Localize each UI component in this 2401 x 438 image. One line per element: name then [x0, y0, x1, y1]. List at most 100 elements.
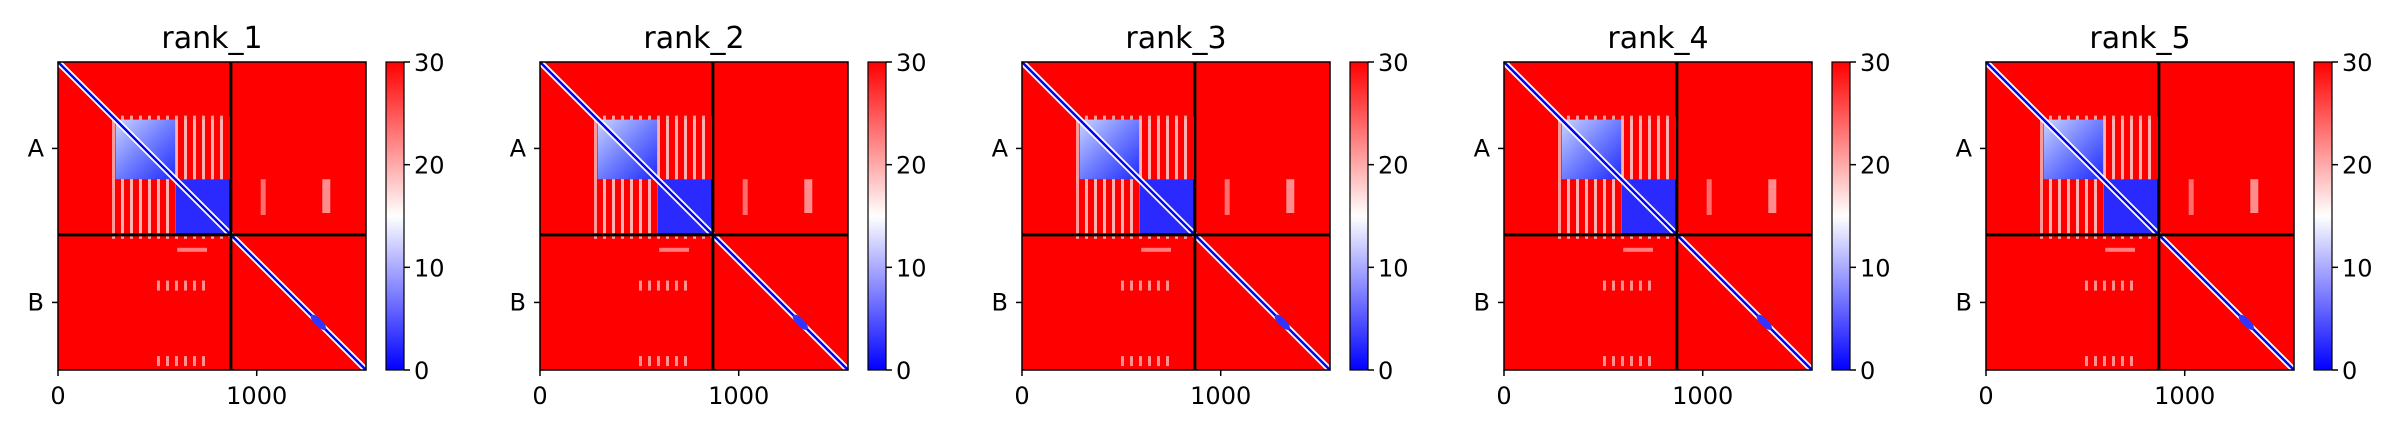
- x-tick-label: 1000: [1672, 382, 1733, 410]
- cross-chain-streak: [1115, 356, 1176, 367]
- colorbar-tick-label: 10: [896, 254, 927, 282]
- diagonal-blob: [1274, 314, 1290, 330]
- colorbar-tick-label: 0: [2342, 357, 2357, 385]
- colorbar-tick-label: 20: [896, 152, 927, 180]
- cross-chain-streak: [2079, 356, 2140, 367]
- colorbar-tick-label: 20: [414, 152, 445, 180]
- y-tick-label: A: [510, 134, 527, 162]
- cross-chain-streak: [2079, 280, 2140, 291]
- x-tick-label: 0: [532, 382, 547, 410]
- colorbar-tick-label: 0: [1860, 357, 1875, 385]
- domain-block-offdiag: [115, 179, 176, 235]
- cross-chain-streak: [659, 247, 690, 252]
- cross-chain-streak: [1597, 280, 1658, 291]
- x-tick-label: 1000: [2154, 382, 2215, 410]
- axes-frame: [539, 61, 849, 371]
- panel-1: rank_1 A B 0 1000 0 10 20 30: [28, 21, 445, 410]
- y-tick-label: B: [28, 288, 44, 316]
- cross-chain-streak: [1768, 179, 1777, 214]
- colorbar-tick-label: 10: [1860, 254, 1891, 282]
- domain-block-offdiag: [657, 119, 713, 180]
- cross-chain-streak: [151, 280, 212, 291]
- cross-chain-streak: [804, 179, 813, 214]
- colorbar: [385, 61, 405, 371]
- cross-chain-streak: [1224, 179, 1230, 216]
- x-tick-label: 1000: [708, 382, 769, 410]
- x-tick-label: 0: [50, 382, 65, 410]
- cross-chain-streak: [633, 280, 694, 291]
- colorbar-tick-label: 20: [1378, 152, 1409, 180]
- colorbar-tick-label: 30: [2342, 49, 2373, 77]
- x-tick-label: 1000: [226, 382, 287, 410]
- y-tick-label: A: [1956, 134, 1973, 162]
- panel-2: rank_2 A B 0 1000 0 10 20 30: [510, 21, 927, 410]
- y-tick-label: B: [510, 288, 526, 316]
- panel-3: rank_3 A B 0 1000 0 10 20 30: [992, 21, 1409, 410]
- x-tick-label: 1000: [1190, 382, 1251, 410]
- panel-title: rank_2: [643, 21, 744, 56]
- cross-chain-streak: [1286, 179, 1295, 214]
- cross-chain-streak: [1141, 247, 1172, 252]
- colorbar-tick-label: 0: [1378, 357, 1393, 385]
- cross-chain-streak: [742, 179, 748, 216]
- panel-4: rank_4 A B 0 1000 0 10 20 30: [1474, 21, 1891, 410]
- y-tick-label: A: [992, 134, 1009, 162]
- y-tick-label: B: [1956, 288, 1972, 316]
- domain-block-offdiag: [2103, 119, 2159, 180]
- colorbar: [1349, 61, 1369, 371]
- panel-title: rank_5: [2089, 21, 2190, 56]
- diagonal-blob: [1756, 314, 1772, 330]
- colorbar-tick-label: 10: [414, 254, 445, 282]
- colorbar-tick-label: 20: [2342, 152, 2373, 180]
- cross-chain-streak: [2250, 179, 2259, 214]
- x-tick-label: 0: [1978, 382, 1993, 410]
- axes-frame: [1985, 61, 2295, 371]
- colorbar: [1831, 61, 1851, 371]
- cross-chain-streak: [260, 179, 266, 216]
- panel-title: rank_1: [161, 21, 262, 56]
- colorbar-tick-label: 0: [414, 357, 429, 385]
- cross-chain-streak: [2105, 247, 2136, 252]
- diagonal-blob: [2238, 314, 2254, 330]
- cross-chain-streak: [1706, 179, 1712, 216]
- y-tick-label: B: [992, 288, 1008, 316]
- domain-block-offdiag: [1561, 179, 1622, 235]
- axes-frame: [1021, 61, 1331, 371]
- panel-title: rank_4: [1607, 21, 1708, 56]
- diagonal-blob: [792, 314, 808, 330]
- axes-frame: [1503, 61, 1813, 371]
- colorbar-tick-label: 30: [1378, 49, 1409, 77]
- axes-frame: [57, 61, 367, 371]
- domain-block-offdiag: [597, 179, 658, 235]
- x-tick-label: 0: [1496, 382, 1511, 410]
- colorbar: [2313, 61, 2333, 371]
- cross-chain-streak: [2188, 179, 2194, 216]
- cross-chain-streak: [151, 356, 212, 367]
- cross-chain-streak: [177, 247, 208, 252]
- domain-block-offdiag: [2043, 179, 2104, 235]
- domain-block-offdiag: [175, 119, 231, 180]
- colorbar-tick-label: 10: [1378, 254, 1409, 282]
- cross-chain-streak: [1623, 247, 1654, 252]
- colorbar-tick-label: 10: [2342, 254, 2373, 282]
- y-tick-label: A: [1474, 134, 1491, 162]
- diagonal-blob: [310, 314, 326, 330]
- x-tick-label: 0: [1014, 382, 1029, 410]
- colorbar-tick-label: 20: [1860, 152, 1891, 180]
- cross-chain-streak: [322, 179, 331, 214]
- colorbar: [867, 61, 887, 371]
- colorbar-tick-label: 0: [896, 357, 911, 385]
- cross-chain-streak: [1115, 280, 1176, 291]
- colorbar-tick-label: 30: [414, 49, 445, 77]
- domain-block-offdiag: [1621, 119, 1677, 180]
- colorbar-tick-label: 30: [1860, 49, 1891, 77]
- domain-block-offdiag: [1139, 119, 1195, 180]
- panel-5: rank_5 A B 0 1000 0 10 20 30: [1956, 21, 2373, 410]
- cross-chain-streak: [633, 356, 694, 367]
- domain-block-offdiag: [1079, 179, 1140, 235]
- cross-chain-streak: [1597, 356, 1658, 367]
- panel-title: rank_3: [1125, 21, 1226, 56]
- y-tick-label: B: [1474, 288, 1490, 316]
- colorbar-tick-label: 30: [896, 49, 927, 77]
